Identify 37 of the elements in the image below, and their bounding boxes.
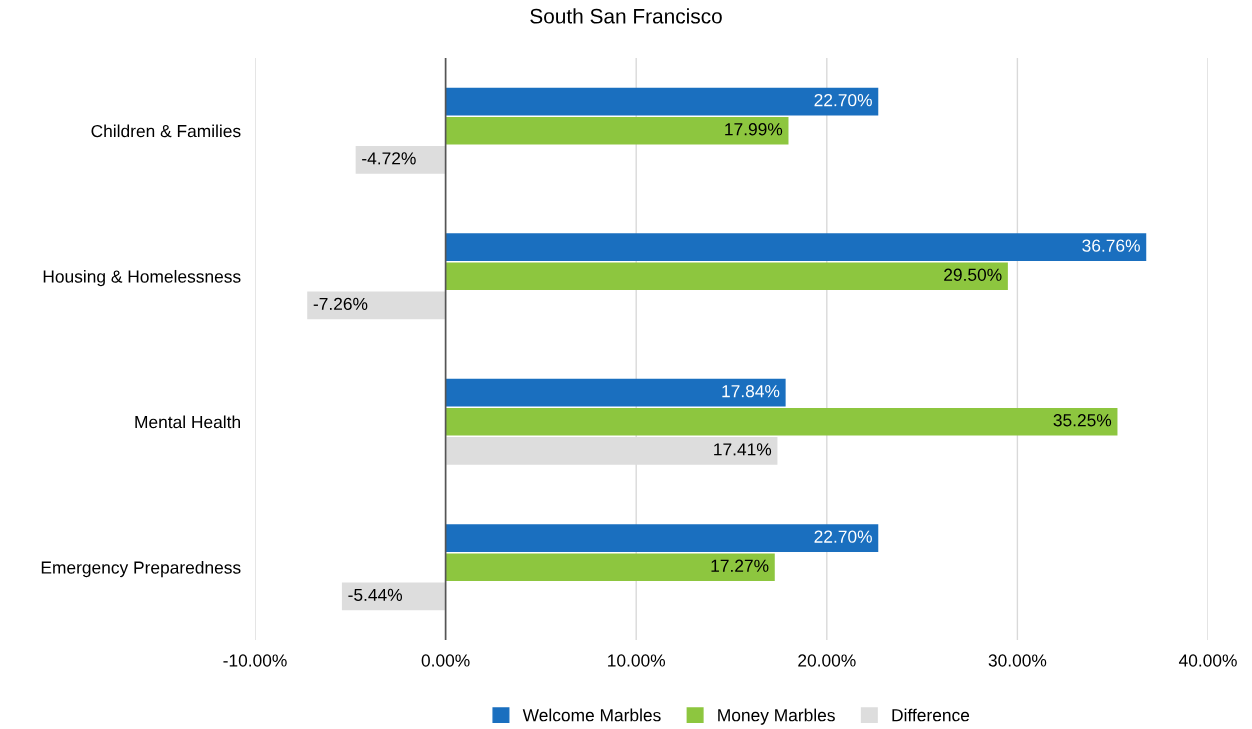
data-label: -5.44% [348, 588, 403, 602]
bar [445, 553, 775, 582]
bar [307, 291, 446, 320]
y-tick-label: Children & Families [91, 124, 241, 138]
data-label: 17.41% [714, 443, 772, 456]
bar [445, 378, 786, 407]
data-label: -4.72% [362, 152, 416, 165]
data-label: -7.26% [313, 297, 368, 311]
bar [445, 524, 879, 552]
legend-label: Difference [892, 708, 970, 722]
x-tick-label: 10.00% [608, 654, 666, 667]
bar [355, 146, 446, 174]
data-label: 17.99% [725, 123, 783, 136]
data-label: 35.25% [1053, 414, 1112, 427]
y-tick-label: Emergency Preparedness [41, 560, 241, 578]
legend-label: Money Marbles [718, 708, 835, 725]
y-tick-label: Mental Health [135, 415, 240, 429]
x-tick-label: 20.00% [798, 654, 856, 667]
data-label: 22.70% [814, 94, 872, 107]
data-label: 29.50% [944, 268, 1002, 281]
bar [341, 582, 446, 611]
y-tick-label: Housing & Homelessness [43, 269, 241, 287]
x-tick-label: 40.00% [1178, 654, 1237, 667]
legend-label: Welcome Marbles [522, 708, 661, 722]
x-tick-label: 0.00% [421, 654, 470, 667]
data-label: 22.70% [814, 530, 872, 543]
data-label: 17.84% [722, 385, 780, 398]
x-tick-label: 30.00% [988, 654, 1047, 667]
x-tick-label: -10.00% [223, 654, 287, 667]
bar [445, 262, 1008, 291]
chart-title: South San Francisco [530, 8, 722, 24]
data-label: 17.27% [711, 559, 769, 572]
bar [445, 233, 1147, 261]
bar [445, 87, 879, 116]
bar [445, 407, 1118, 436]
bar [445, 116, 789, 145]
data-label: 36.76% [1082, 239, 1140, 252]
